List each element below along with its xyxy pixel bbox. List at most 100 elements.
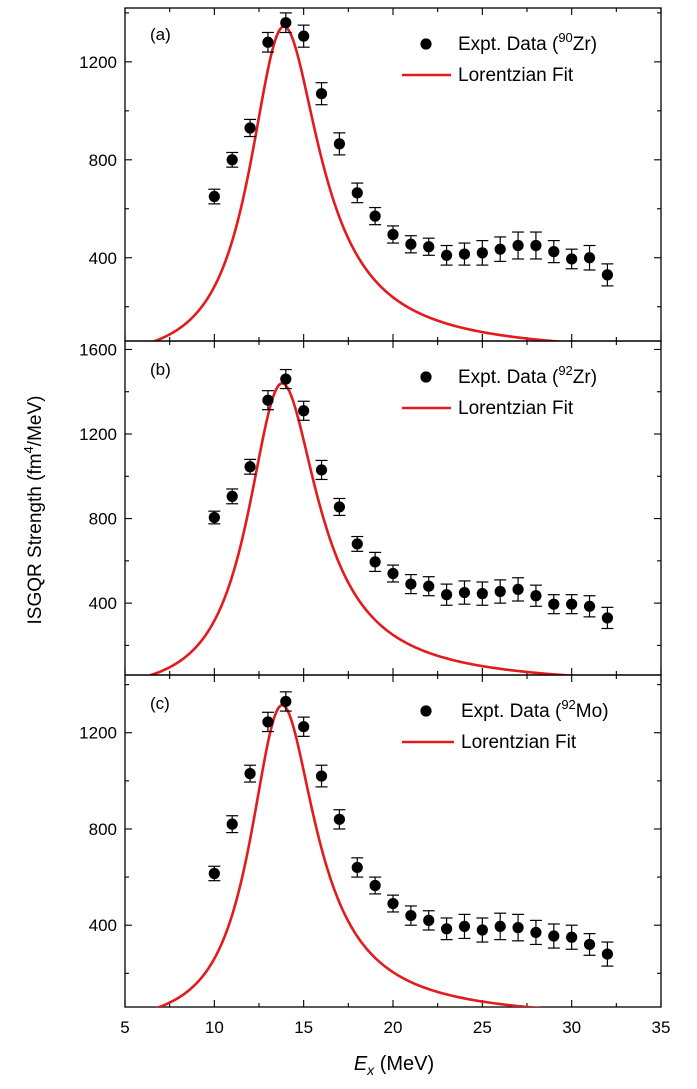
data-point bbox=[494, 579, 507, 604]
data-point bbox=[547, 240, 560, 264]
y-tick-label: 1600 bbox=[79, 340, 117, 359]
data-point bbox=[565, 594, 578, 615]
data-point bbox=[601, 941, 614, 967]
marker bbox=[226, 154, 238, 166]
data-point bbox=[387, 894, 399, 913]
data-point bbox=[297, 400, 310, 421]
marker bbox=[315, 464, 328, 476]
data-point bbox=[226, 151, 239, 168]
marker bbox=[369, 556, 381, 568]
marker bbox=[333, 813, 345, 825]
marker bbox=[369, 879, 381, 892]
x-tick-label: 30 bbox=[562, 1018, 581, 1037]
marker bbox=[530, 239, 542, 252]
marker bbox=[280, 17, 292, 29]
x-tick-label: 10 bbox=[205, 1018, 224, 1037]
marker bbox=[548, 246, 560, 258]
data-point bbox=[404, 235, 417, 254]
marker bbox=[601, 612, 614, 624]
data-point bbox=[512, 231, 525, 260]
legend-data-label: Expt. Data (90Zr) bbox=[458, 30, 597, 55]
marker bbox=[566, 253, 578, 265]
marker bbox=[315, 770, 328, 782]
legend-marker bbox=[420, 371, 432, 383]
marker bbox=[262, 716, 274, 728]
panel-1: 400 800 1200 1600 (b) Expt. Data (92Zr) Lorent… bbox=[79, 340, 662, 676]
data-point bbox=[279, 368, 292, 390]
panel-0: 400 800 1200 (a) Expt. Data (90Zr) Lorentzian… bbox=[79, 7, 662, 342]
data-point bbox=[261, 390, 274, 411]
marker bbox=[226, 490, 238, 502]
data-point bbox=[208, 188, 221, 205]
marker bbox=[423, 580, 435, 592]
data-point bbox=[512, 577, 525, 602]
y-tick-label: 1200 bbox=[79, 425, 117, 444]
data-point bbox=[458, 242, 471, 266]
marker bbox=[351, 861, 363, 874]
data-point bbox=[404, 905, 417, 926]
data-point bbox=[279, 691, 292, 712]
data-point bbox=[261, 31, 274, 53]
data-point bbox=[440, 583, 453, 606]
panel-label: (b) bbox=[150, 360, 171, 379]
x-tick-label: 15 bbox=[294, 1018, 313, 1037]
data-point bbox=[226, 815, 239, 834]
y-tick-label: 800 bbox=[89, 510, 117, 529]
marker bbox=[315, 88, 328, 100]
data-point bbox=[315, 459, 328, 481]
fit-curve bbox=[146, 381, 583, 675]
data-point bbox=[244, 764, 257, 783]
x-tick-label: 35 bbox=[652, 1018, 671, 1037]
legend-fit-label: Lorentzian Fit bbox=[461, 732, 577, 753]
legend: Expt. Data (90Zr) Lorentzian Fit bbox=[402, 30, 597, 86]
marker bbox=[566, 598, 578, 610]
marker bbox=[405, 909, 417, 922]
data-point bbox=[476, 240, 489, 266]
panel-2: 400 800 1200 (c) Expt. Data (92Mo) Lorentzian… bbox=[79, 674, 662, 1008]
marker bbox=[601, 269, 614, 281]
data-point bbox=[422, 910, 435, 931]
marker bbox=[512, 239, 524, 252]
marker bbox=[280, 695, 292, 708]
marker bbox=[476, 924, 488, 936]
marker bbox=[244, 122, 256, 134]
data-point bbox=[476, 581, 489, 606]
data-point bbox=[583, 244, 596, 271]
data-point bbox=[601, 263, 614, 287]
marker bbox=[387, 567, 399, 580]
marker bbox=[280, 373, 292, 385]
marker bbox=[494, 243, 506, 255]
x-tick-label: 20 bbox=[384, 1018, 403, 1037]
marker bbox=[387, 897, 399, 910]
y-tick-label: 400 bbox=[89, 916, 117, 935]
marker bbox=[244, 461, 256, 473]
data-point bbox=[208, 510, 221, 525]
panel-frame bbox=[124, 674, 662, 1008]
data-point bbox=[458, 913, 471, 940]
data-point bbox=[547, 923, 560, 949]
marker bbox=[441, 589, 453, 601]
legend-fit-label: Lorentzian Fit bbox=[458, 398, 574, 419]
data-point bbox=[297, 24, 310, 48]
marker bbox=[333, 501, 345, 513]
data-point bbox=[369, 876, 382, 895]
data-point bbox=[387, 564, 399, 583]
marker bbox=[601, 948, 614, 960]
marker bbox=[494, 920, 506, 933]
marker bbox=[298, 30, 310, 42]
marker bbox=[262, 394, 274, 406]
x-tick-label: 25 bbox=[473, 1018, 492, 1037]
y-tick-label: 400 bbox=[89, 594, 117, 613]
marker bbox=[583, 252, 596, 264]
data-point bbox=[244, 458, 257, 475]
data-point bbox=[529, 231, 542, 260]
marker bbox=[244, 768, 256, 780]
y-tick-label: 1200 bbox=[79, 53, 117, 72]
data-point bbox=[351, 535, 364, 552]
marker bbox=[351, 187, 363, 199]
legend-fit-label: Lorentzian Fit bbox=[458, 65, 574, 86]
marker bbox=[476, 588, 488, 600]
legend: Expt. Data (92Mo) Lorentzian Fit bbox=[402, 697, 609, 753]
data-point bbox=[351, 857, 364, 878]
panel-frame bbox=[124, 7, 662, 342]
